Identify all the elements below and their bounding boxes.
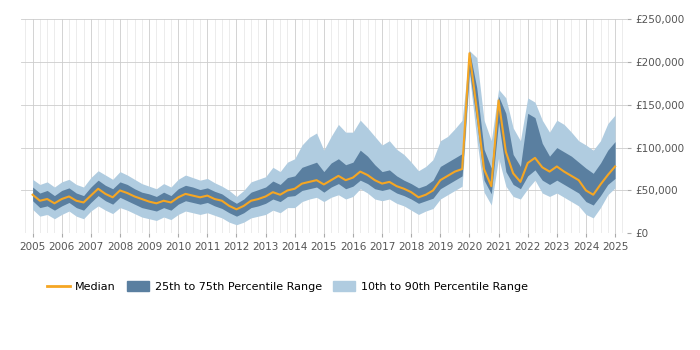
Legend: Median, 25th to 75th Percentile Range, 10th to 90th Percentile Range: Median, 25th to 75th Percentile Range, 1… — [43, 277, 532, 296]
